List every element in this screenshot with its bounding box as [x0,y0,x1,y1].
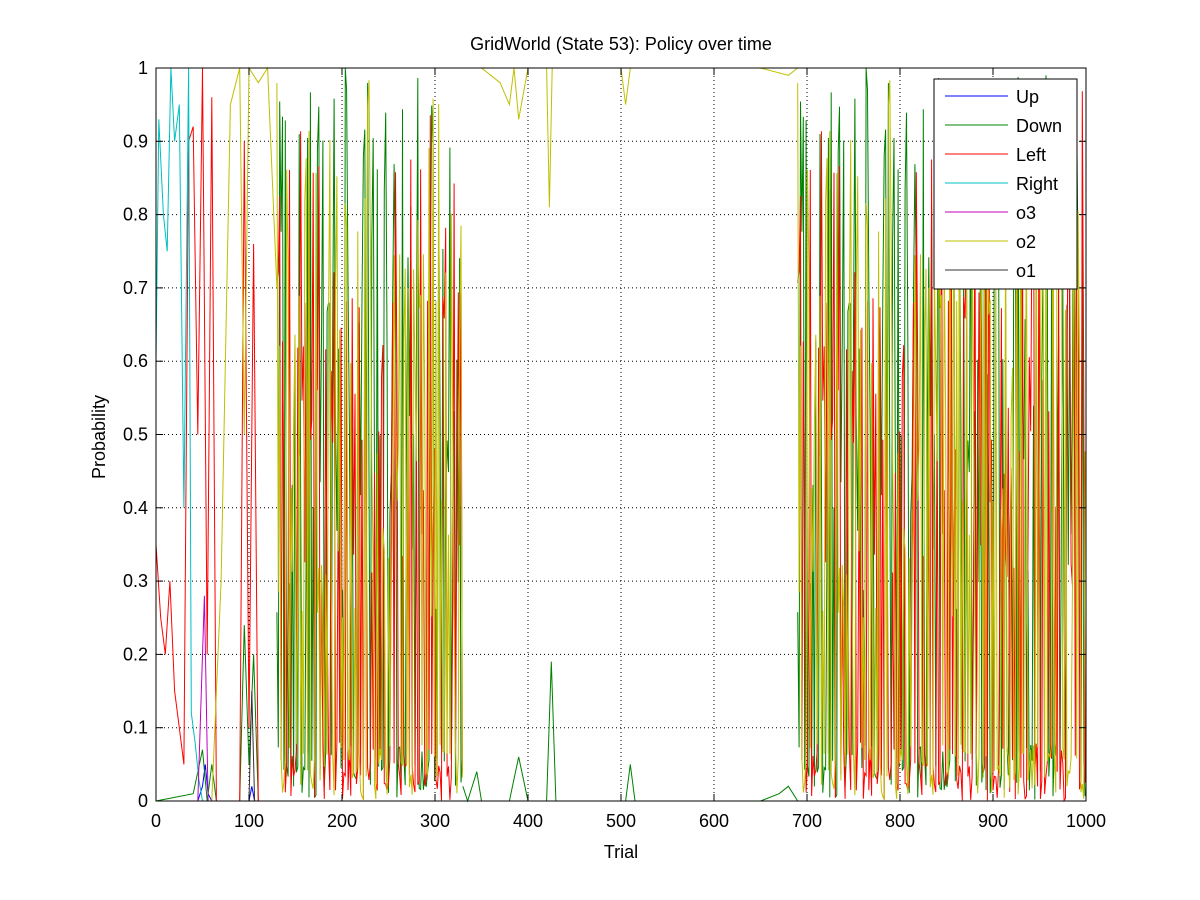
legend: Up Down Left Right o3 o2 o1 [933,78,1078,290]
y-tick-label: 0.5 [123,425,148,445]
series-right-path [155,67,203,802]
y-tick-label: 0.1 [123,718,148,738]
chart-title: GridWorld (State 53): Policy over time [470,34,772,54]
legend-label-down: Down [1016,116,1062,136]
series-down-path [276,68,463,798]
x-tick-label: 1000 [1066,811,1106,831]
y-tick-label: 0.8 [123,205,148,225]
y-axis-label: Probability [89,395,109,479]
y-tick-label: 0.4 [123,498,148,518]
legend-label-right: Right [1016,174,1058,194]
series-o2-path [276,80,463,800]
grid-lines [156,68,1086,801]
x-tick-label: 0 [151,811,161,831]
series-o2-path [797,80,1086,800]
x-tick-label: 200 [327,811,357,831]
x-tick-label: 300 [420,811,450,831]
y-tick-label: 0.6 [123,351,148,371]
series-o2-path [211,66,278,802]
x-tick-label: 700 [792,811,822,831]
legend-label-up: Up [1016,87,1039,107]
y-tick-label: 0.9 [123,131,148,151]
x-tick-label: 100 [234,811,264,831]
x-tick-label: 400 [513,811,543,831]
legend-label-o2: o2 [1016,232,1036,252]
legend-label-left: Left [1016,145,1046,165]
x-tick-label: 600 [699,811,729,831]
axis-ticks: 0 100 200 300 400 500 600 700 800 900 1000 0 0.1 0.2 0… [123,58,1106,831]
x-tick-label: 500 [606,811,636,831]
x-tick-label: 900 [978,811,1008,831]
series-left-path [239,141,259,802]
y-tick-label: 0.3 [123,571,148,591]
legend-label-o1: o1 [1016,261,1036,281]
y-tick-label: 1 [138,58,148,78]
legend-label-o3: o3 [1016,203,1036,223]
x-tick-label: 800 [885,811,915,831]
y-tick-label: 0.7 [123,278,148,298]
y-tick-label: 0 [138,791,148,811]
y-tick-label: 0.2 [123,644,148,664]
x-axis-label: Trial [604,842,638,862]
legend-box [933,78,1078,290]
